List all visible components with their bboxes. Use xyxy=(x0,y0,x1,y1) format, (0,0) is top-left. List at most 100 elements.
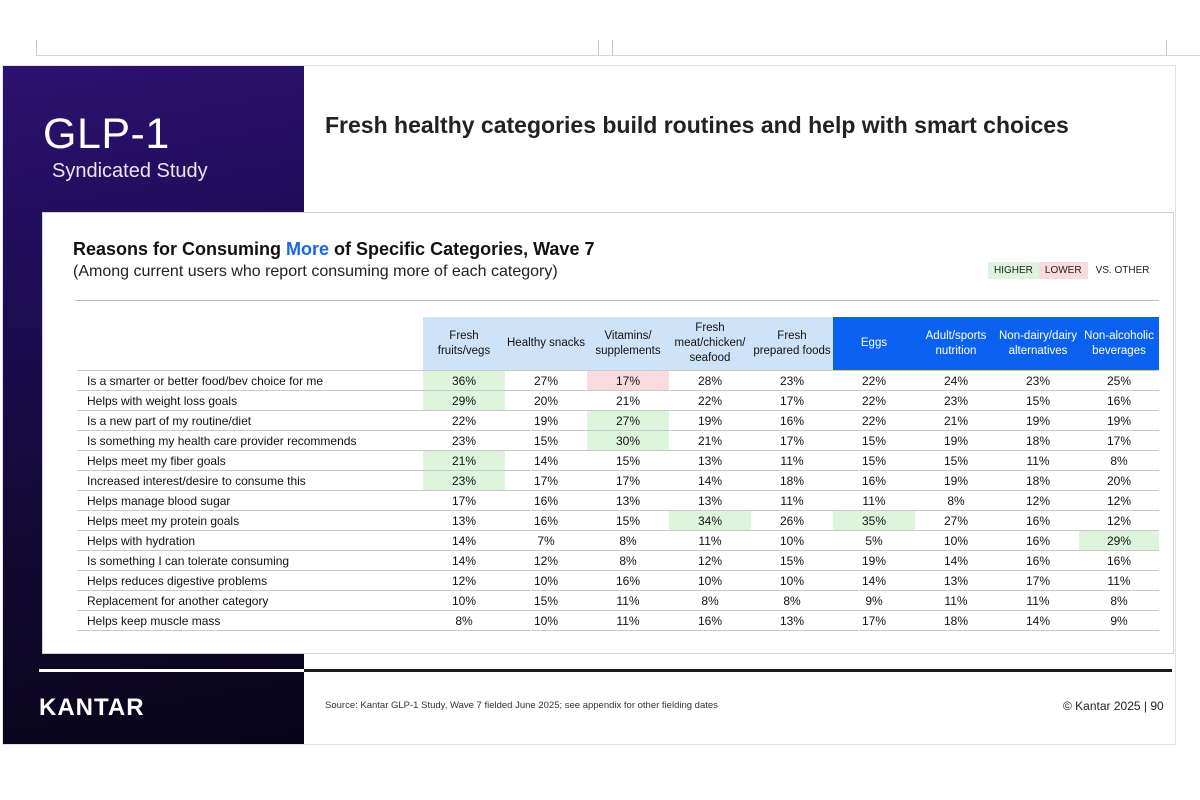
ruler-tick xyxy=(1166,40,1167,56)
table-cell: 10% xyxy=(669,570,751,591)
table-cell-higher: 29% xyxy=(423,390,505,411)
table-cell: 15% xyxy=(751,550,833,571)
table-row: Is something I can tolerate consuming 14%… xyxy=(77,550,1159,571)
table-cell: 22% xyxy=(423,410,505,431)
table-cell: 7% xyxy=(505,530,587,551)
table-cell: 12% xyxy=(505,550,587,571)
table-cell: 23% xyxy=(997,370,1079,391)
chart-title-post: of Specific Categories, Wave 7 xyxy=(329,239,595,259)
table-cell-higher: 36% xyxy=(423,370,505,391)
table-row: Is a smarter or better food/bev choice f… xyxy=(77,370,1159,391)
table-cell: 28% xyxy=(669,370,751,391)
table-row: Increased interest/desire to consume thi… xyxy=(77,470,1159,491)
table-row: Helps with weight loss goals 29% 20% 21% 22%… xyxy=(77,390,1159,411)
column-header: Non-dairy/dairy alternatives xyxy=(997,317,1079,371)
table-cell: 12% xyxy=(997,490,1079,511)
table-cell: 15% xyxy=(505,430,587,451)
table-cell: 16% xyxy=(833,470,915,491)
table-cell: 22% xyxy=(833,370,915,391)
table-cell: 12% xyxy=(1079,490,1159,511)
data-table: Fresh fruits/vegs Healthy snacks Vitamin… xyxy=(77,317,1159,631)
table-cell: 8% xyxy=(1079,590,1159,611)
table-cell: 13% xyxy=(751,610,833,631)
row-label: Increased interest/desire to consume thi… xyxy=(77,470,423,491)
table-cell: 19% xyxy=(833,550,915,571)
row-label: Helps meet my fiber goals xyxy=(77,450,423,471)
table-cell-higher: 21% xyxy=(423,450,505,471)
table-cell: 22% xyxy=(669,390,751,411)
row-label: Is a new part of my routine/diet xyxy=(77,410,423,431)
table-cell: 13% xyxy=(915,570,997,591)
table-cell: 23% xyxy=(423,430,505,451)
legend-vs-other: VS. OTHER xyxy=(1095,265,1150,276)
table-cell: 23% xyxy=(915,390,997,411)
row-label: Helps manage blood sugar xyxy=(77,490,423,511)
table-row: Helps meet my protein goals 13% 16% 15% 34% 2… xyxy=(77,510,1159,531)
table-cell: 8% xyxy=(915,490,997,511)
table-cell: 14% xyxy=(505,450,587,471)
footer-rule xyxy=(39,669,1172,672)
table-cell: 15% xyxy=(915,450,997,471)
row-label: Helps with weight loss goals xyxy=(77,390,423,411)
table-cell: 9% xyxy=(833,590,915,611)
ruler-tick xyxy=(598,40,599,56)
table-cell-higher: 30% xyxy=(587,430,669,451)
table-cell: 15% xyxy=(587,450,669,471)
table-cell: 12% xyxy=(1079,510,1159,531)
table-header-row: Fresh fruits/vegs Healthy snacks Vitamin… xyxy=(77,317,1159,371)
chart-title: Reasons for Consuming More of Specific C… xyxy=(73,239,594,260)
table-row: Helps keep muscle mass 8% 10% 11% 16% 13% 17% 1… xyxy=(77,610,1159,631)
table-cell: 13% xyxy=(669,490,751,511)
table-cell: 10% xyxy=(751,570,833,591)
table-cell: 20% xyxy=(505,390,587,411)
table-cell: 8% xyxy=(669,590,751,611)
table-cell: 8% xyxy=(751,590,833,611)
table-cell: 14% xyxy=(423,550,505,571)
table-cell-higher: 34% xyxy=(669,510,751,531)
table-cell: 17% xyxy=(751,390,833,411)
table-cell: 17% xyxy=(751,430,833,451)
ruler-tick xyxy=(612,40,613,56)
table-cell: 19% xyxy=(915,430,997,451)
column-header: Non-alcoholic beverages xyxy=(1079,317,1159,371)
footer-rule-brand-gap xyxy=(39,669,304,672)
table-cell: 14% xyxy=(915,550,997,571)
table-cell: 10% xyxy=(505,570,587,591)
table-cell: 21% xyxy=(587,390,669,411)
table-cell: 9% xyxy=(1079,610,1159,631)
column-header: Healthy snacks xyxy=(505,317,587,371)
legend-higher: HIGHER xyxy=(988,262,1039,279)
table-body: Is a smarter or better food/bev choice f… xyxy=(77,370,1159,631)
table-cell: 10% xyxy=(751,530,833,551)
table-cell: 21% xyxy=(915,410,997,431)
table-cell: 19% xyxy=(915,470,997,491)
table-row: Is a new part of my routine/diet 22% 19% 27… xyxy=(77,410,1159,431)
table-cell: 11% xyxy=(587,590,669,611)
table-cell: 13% xyxy=(423,510,505,531)
table-cell: 15% xyxy=(997,390,1079,411)
table-cell: 10% xyxy=(915,530,997,551)
table-cell: 16% xyxy=(997,510,1079,531)
kantar-logo: KANTAR xyxy=(39,694,145,721)
table-cell: 15% xyxy=(505,590,587,611)
table-cell: 14% xyxy=(997,610,1079,631)
table-cell: 12% xyxy=(423,570,505,591)
table-cell: 27% xyxy=(915,510,997,531)
column-header: Vitamins/ supplements xyxy=(587,317,669,371)
table-cell: 11% xyxy=(669,530,751,551)
table-cell: 16% xyxy=(669,610,751,631)
table-cell: 18% xyxy=(751,470,833,491)
table-cell: 11% xyxy=(997,590,1079,611)
table-cell: 15% xyxy=(833,450,915,471)
slide-title: Fresh healthy categories build routines … xyxy=(325,112,1069,138)
table-cell: 13% xyxy=(587,490,669,511)
row-label: Helps meet my protein goals xyxy=(77,510,423,531)
table-cell-higher: 23% xyxy=(423,470,505,491)
legend: HIGHER LOWER VS. OTHER xyxy=(988,262,1149,279)
row-label: Helps with hydration xyxy=(77,530,423,551)
table-cell: 18% xyxy=(997,430,1079,451)
table-cell: 16% xyxy=(587,570,669,591)
table-cell: 19% xyxy=(669,410,751,431)
table-cell: 16% xyxy=(1079,550,1159,571)
table-cell: 14% xyxy=(833,570,915,591)
